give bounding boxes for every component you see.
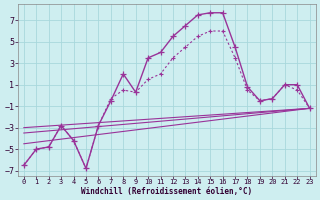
X-axis label: Windchill (Refroidissement éolien,°C): Windchill (Refroidissement éolien,°C)	[81, 187, 252, 196]
